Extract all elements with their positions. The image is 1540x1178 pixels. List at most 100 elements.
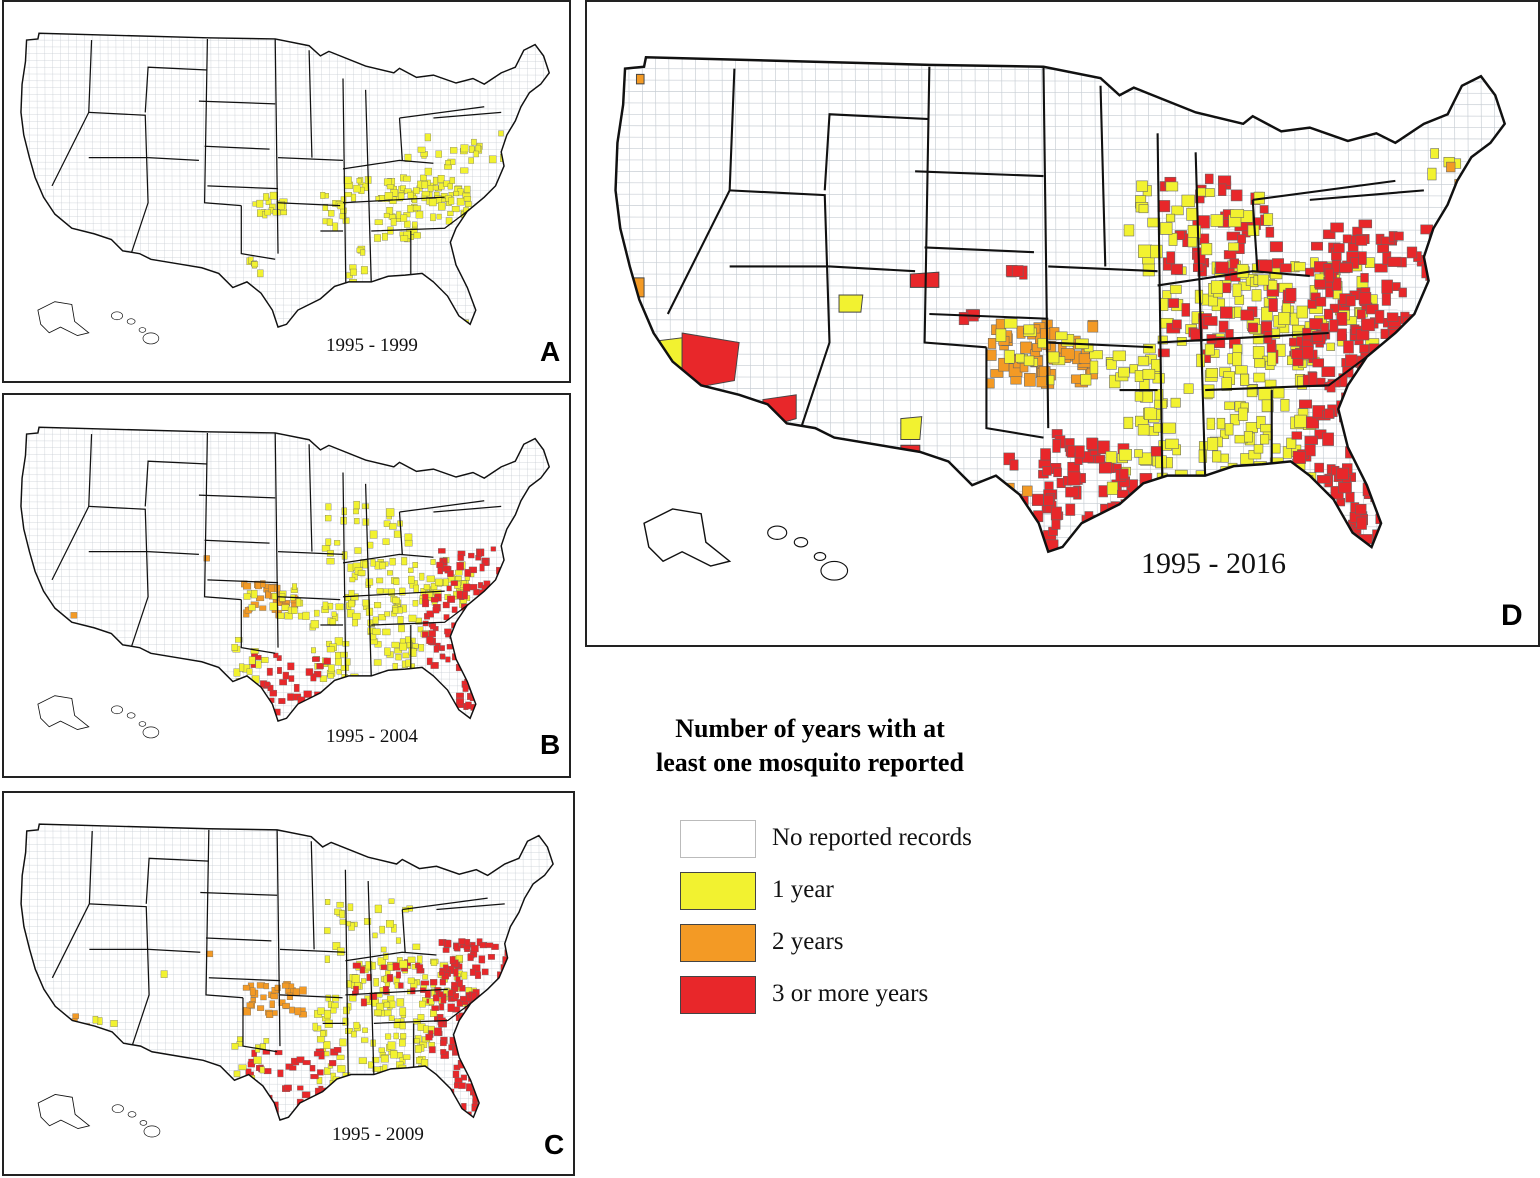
county-one-year	[1198, 449, 1208, 463]
county-one-year	[1430, 148, 1440, 159]
county-one-year	[412, 205, 422, 211]
us-county-map-b	[20, 426, 551, 739]
county-three-plus	[1433, 256, 1447, 271]
county-three-plus	[437, 567, 444, 575]
county-one-year	[413, 187, 420, 195]
county-one-year	[430, 959, 438, 966]
county-three-plus	[464, 618, 472, 624]
county-one-year	[263, 193, 269, 201]
county-three-plus	[1157, 348, 1170, 358]
county-three-plus	[259, 1117, 268, 1121]
county-two-years	[257, 1005, 265, 1011]
county-three-plus	[1356, 516, 1367, 530]
county-three-plus	[479, 563, 485, 572]
county-two-years	[1078, 353, 1092, 364]
county-three-plus	[1365, 304, 1379, 315]
county-one-year	[1187, 237, 1198, 248]
county-three-plus	[297, 1085, 304, 1091]
county-one-year	[248, 256, 254, 264]
county-three-plus	[477, 669, 483, 675]
county-three-plus	[1336, 328, 1347, 341]
county-three-plus	[1361, 318, 1375, 332]
county-three-plus	[1332, 277, 1342, 291]
state-border	[371, 210, 468, 232]
county-three-plus	[480, 1068, 487, 1074]
county-two-years	[1012, 533, 1026, 546]
county-three-plus	[422, 599, 429, 608]
county-one-year	[1296, 305, 1308, 319]
county-one-year	[256, 199, 264, 208]
state-border	[823, 113, 930, 191]
county-two-years	[266, 1011, 274, 1018]
county-one-year	[412, 600, 419, 607]
state-border	[277, 156, 344, 162]
state-border	[1156, 133, 1164, 486]
county-three-plus	[246, 1101, 255, 1109]
county-one-year	[385, 1033, 392, 1040]
county-three-plus	[312, 656, 320, 662]
county-three-plus	[431, 1005, 440, 1011]
county-three-plus	[333, 1047, 342, 1053]
county-three-plus	[439, 1003, 445, 1011]
county-one-year	[1134, 449, 1143, 458]
county-one-year	[1278, 312, 1291, 325]
county-three-plus	[446, 585, 452, 592]
county-one-year	[473, 150, 479, 158]
county-one-year	[371, 1057, 380, 1063]
county-three-plus	[1103, 528, 1113, 539]
county-one-year	[374, 219, 383, 226]
county-three-plus	[1338, 482, 1352, 494]
county-one-year	[344, 192, 352, 198]
county-two-years	[288, 983, 295, 989]
county-three-plus	[277, 1069, 284, 1078]
county-one-year	[238, 1097, 246, 1105]
county-one-year	[240, 1092, 248, 1101]
county-three-plus	[468, 552, 475, 559]
county-three-plus	[271, 1119, 278, 1121]
county-one-year	[251, 589, 258, 599]
county-one-year	[1236, 264, 1249, 278]
county-one-year	[456, 197, 465, 206]
state-border	[145, 857, 209, 904]
county-three-plus	[1393, 231, 1404, 241]
county-three-plus	[477, 1048, 485, 1056]
county-three-plus	[303, 690, 312, 698]
county-two-years	[975, 553, 983, 561]
county-one-year	[340, 651, 348, 658]
county-two-years	[77, 632, 85, 640]
county-one-year	[238, 1064, 247, 1071]
county-three-plus	[474, 662, 483, 668]
county-three-plus	[464, 656, 471, 662]
county-three-plus	[1385, 470, 1396, 479]
county-one-year	[1272, 443, 1281, 454]
county-three-plus	[1103, 537, 1116, 548]
county-three-plus	[1439, 260, 1450, 271]
county-three-plus	[1021, 526, 1031, 537]
county-three-plus	[447, 570, 454, 577]
state-border	[274, 38, 279, 254]
county-one-year	[443, 578, 449, 587]
county-three-plus	[420, 980, 430, 986]
state-border	[204, 145, 270, 150]
county-one-year	[392, 597, 400, 604]
state-border	[203, 432, 242, 601]
county-three-plus	[453, 993, 459, 999]
county-three-plus	[359, 966, 366, 974]
county-one-year	[402, 652, 410, 659]
state-border	[1048, 341, 1153, 349]
county-one-year	[382, 538, 390, 545]
state-border	[207, 579, 279, 584]
county-three-plus	[1363, 558, 1371, 569]
state-border	[342, 196, 445, 204]
county-one-year	[1144, 407, 1158, 420]
state-border	[371, 604, 468, 626]
state-border	[345, 951, 437, 962]
county-one-year	[1210, 214, 1224, 227]
county-three-plus	[470, 1066, 479, 1072]
county-one-year	[175, 1135, 180, 1141]
county-one-year	[1216, 417, 1226, 430]
county-one-year	[1252, 333, 1264, 345]
hawaii-island	[142, 726, 160, 739]
county-three-plus	[1345, 354, 1358, 367]
county-one-year	[1143, 343, 1156, 354]
